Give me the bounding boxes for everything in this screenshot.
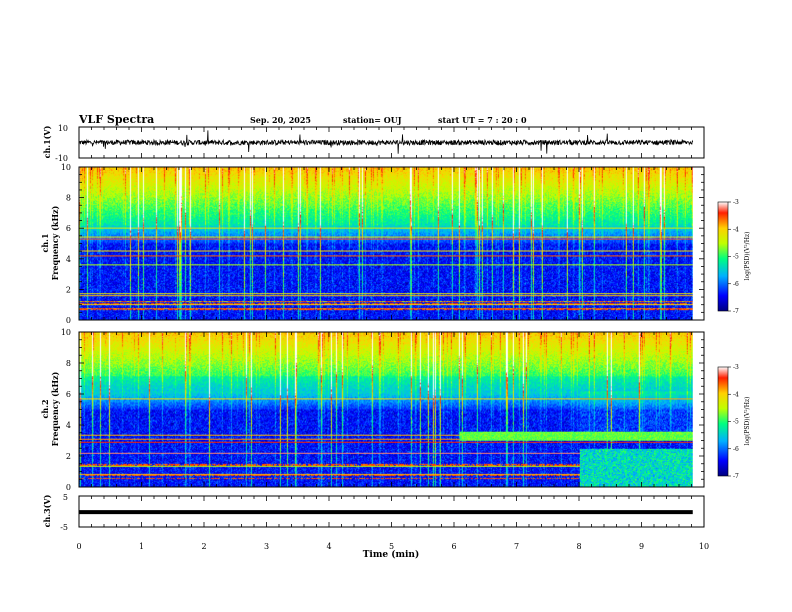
colorbar-tick-label: -7 — [733, 473, 739, 480]
ch3-ytick-bottom: -5 — [60, 523, 68, 532]
x-tick-label: 6 — [451, 542, 456, 551]
ch2-spectrogram-ylabel-frequency: Frequency (kHz) — [50, 371, 60, 446]
figure-title: VLF Spectra — [78, 113, 154, 126]
y-tick-label: 0 — [66, 483, 71, 492]
ch1-ytick-bottom: -10 — [55, 154, 68, 163]
ch1-spectrogram-image — [79, 167, 693, 320]
ch1-colorbar-scale — [717, 201, 729, 312]
x-tick-label: 7 — [514, 542, 519, 551]
station-label: station= OUJ — [343, 115, 402, 125]
ch2-colorbar-label: log(PSD)(V²/Hz) — [744, 397, 751, 446]
ch2-colorbar: -3 -4 -5 -6 -7 log(PSD)(V²/Hz) — [717, 364, 751, 480]
ch2-spectrogram-panel: 0 2 4 6 8 10 ch.2 Frequency (kHz) — [40, 328, 705, 492]
y-tick-label: 4 — [66, 421, 71, 430]
colorbar-tick-label: -6 — [733, 446, 739, 453]
x-tick-label: 8 — [576, 542, 581, 551]
start-time-label: start UT = 7 : 20 : 0 — [438, 115, 527, 125]
ch1-colorbar-label: log(PSD)(V²/Hz) — [744, 232, 751, 281]
y-tick-label: 4 — [66, 255, 71, 264]
y-tick-label: 10 — [61, 328, 71, 337]
ch2-spectrogram-ylabel-channel: ch.2 — [40, 399, 50, 418]
y-tick-label: 2 — [66, 285, 71, 294]
y-tick-label: 8 — [66, 194, 71, 203]
y-tick-label: 2 — [66, 452, 71, 461]
x-axis-label: Time (min) — [363, 549, 420, 560]
colorbar-tick-label: -5 — [733, 419, 739, 426]
ch1-spectrogram-ylabel-channel: ch.1 — [40, 233, 50, 252]
x-tick-label: 1 — [139, 542, 144, 551]
ch1-ytick-top: 10 — [58, 124, 68, 133]
x-tick-label: 5 — [389, 542, 394, 551]
colorbar-tick-label: -3 — [733, 199, 739, 206]
ch2-colorbar-scale — [717, 366, 729, 477]
y-tick-label: 6 — [66, 224, 71, 233]
y-tick-label: 6 — [66, 390, 71, 399]
x-tick-label: 0 — [76, 542, 81, 551]
y-tick-label: 8 — [66, 359, 71, 368]
ch1-waveform-panel: 10 -10 ch.1(V) — [42, 124, 705, 163]
date-label: Sep. 20, 2025 — [250, 115, 311, 125]
ch3-ytick-top: 5 — [63, 493, 68, 502]
colorbar-tick-label: -5 — [733, 254, 739, 261]
colorbar-tick-label: -7 — [733, 308, 739, 315]
ch1-colorbar: -3 -4 -5 -6 -7 log(PSD)(V²/Hz) — [717, 199, 751, 315]
x-tick-label: 9 — [639, 542, 644, 551]
ch1-waveform-trace — [78, 130, 694, 154]
colorbar-tick-label: -3 — [733, 364, 739, 371]
y-tick-label: 10 — [61, 163, 71, 172]
ch2-spectrogram-image — [79, 332, 693, 487]
x-tick-label: 3 — [264, 542, 269, 551]
ch1-spectrogram-panel: 0 2 4 6 8 10 ch.1 Frequency (kHz) — [40, 163, 705, 325]
x-tick-label: 4 — [326, 542, 331, 551]
colorbar-tick-label: -4 — [733, 226, 739, 233]
y-tick-label: 0 — [66, 316, 71, 325]
ch3-waveform-panel: 5 -5 ch.3(V) — [42, 493, 705, 532]
ch1-waveform-ylabel: ch.1(V) — [42, 125, 52, 158]
colorbar-tick-label: -6 — [733, 281, 739, 288]
ch3-waveform-ylabel: ch.3(V) — [42, 494, 52, 527]
ch1-spectrogram-ylabel-frequency: Frequency (kHz) — [50, 205, 60, 280]
x-tick-label: 10 — [699, 542, 709, 551]
x-tick-label: 2 — [201, 542, 206, 551]
colorbar-tick-label: -4 — [733, 391, 739, 398]
